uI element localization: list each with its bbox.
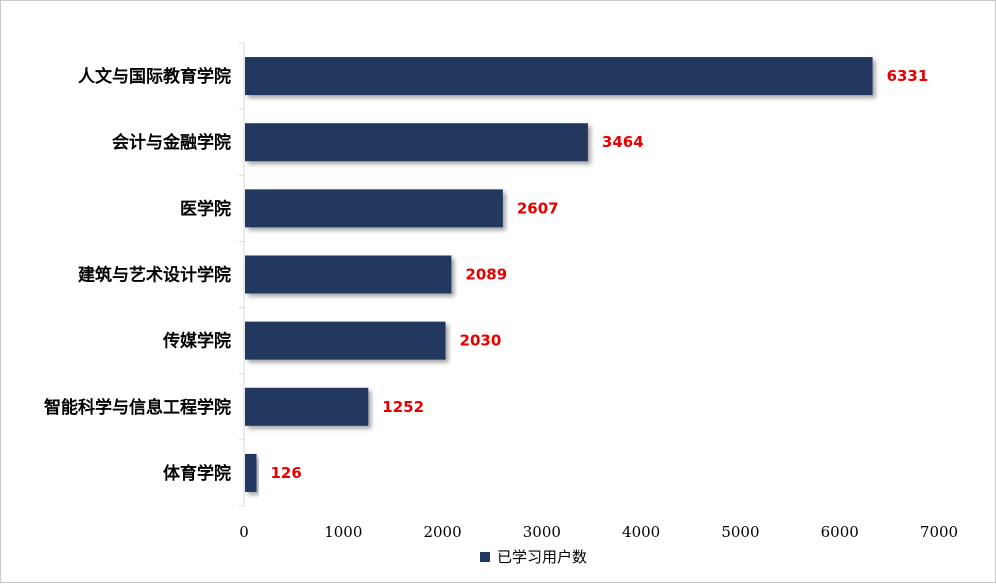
x-tick-label: 0 [239, 523, 249, 541]
x-tick-label: 2000 [423, 523, 461, 541]
data-label: 1252 [382, 398, 424, 416]
x-tick-label: 3000 [523, 523, 561, 541]
category-label: 医学院 [180, 198, 231, 219]
label-layer: 人文与国际教育学院 6331 会计与金融学院 3464 医学院 2607 建筑与艺术设计学院… [44, 66, 928, 484]
data-label: 6331 [887, 67, 929, 85]
data-label: 2030 [460, 332, 502, 350]
legend-swatch [480, 552, 490, 562]
category-label: 建筑与艺术设计学院 [78, 265, 231, 286]
bar [245, 57, 873, 96]
legend-label: 已学习用户数 [497, 548, 587, 566]
category-label: 会计与金融学院 [112, 132, 231, 153]
x-tick-label: 6000 [821, 523, 859, 541]
bar [245, 189, 503, 228]
category-label: 传媒学院 [162, 331, 231, 352]
bar [245, 321, 446, 360]
x-tick-label: 1000 [324, 523, 362, 541]
category-label: 人文与国际教育学院 [78, 66, 231, 87]
bar [245, 453, 257, 492]
data-label: 3464 [602, 133, 644, 151]
data-label: 2607 [517, 199, 559, 217]
data-label: 126 [271, 464, 302, 482]
category-label: 体育学院 [163, 463, 231, 484]
category-label: 智能科学与信息工程学院 [44, 397, 231, 418]
legend: 已学习用户数 [480, 548, 587, 566]
bar [245, 387, 369, 426]
axis-layer: 0 1000 2000 3000 4000 5000 6000 7000 [239, 42, 958, 541]
x-tick-label: 7000 [920, 523, 958, 541]
x-tick-label: 4000 [622, 523, 660, 541]
bar [245, 255, 452, 294]
bar-layer [245, 57, 873, 492]
x-tick-label: 5000 [721, 523, 759, 541]
data-label: 2089 [465, 266, 507, 284]
bar [245, 123, 588, 162]
